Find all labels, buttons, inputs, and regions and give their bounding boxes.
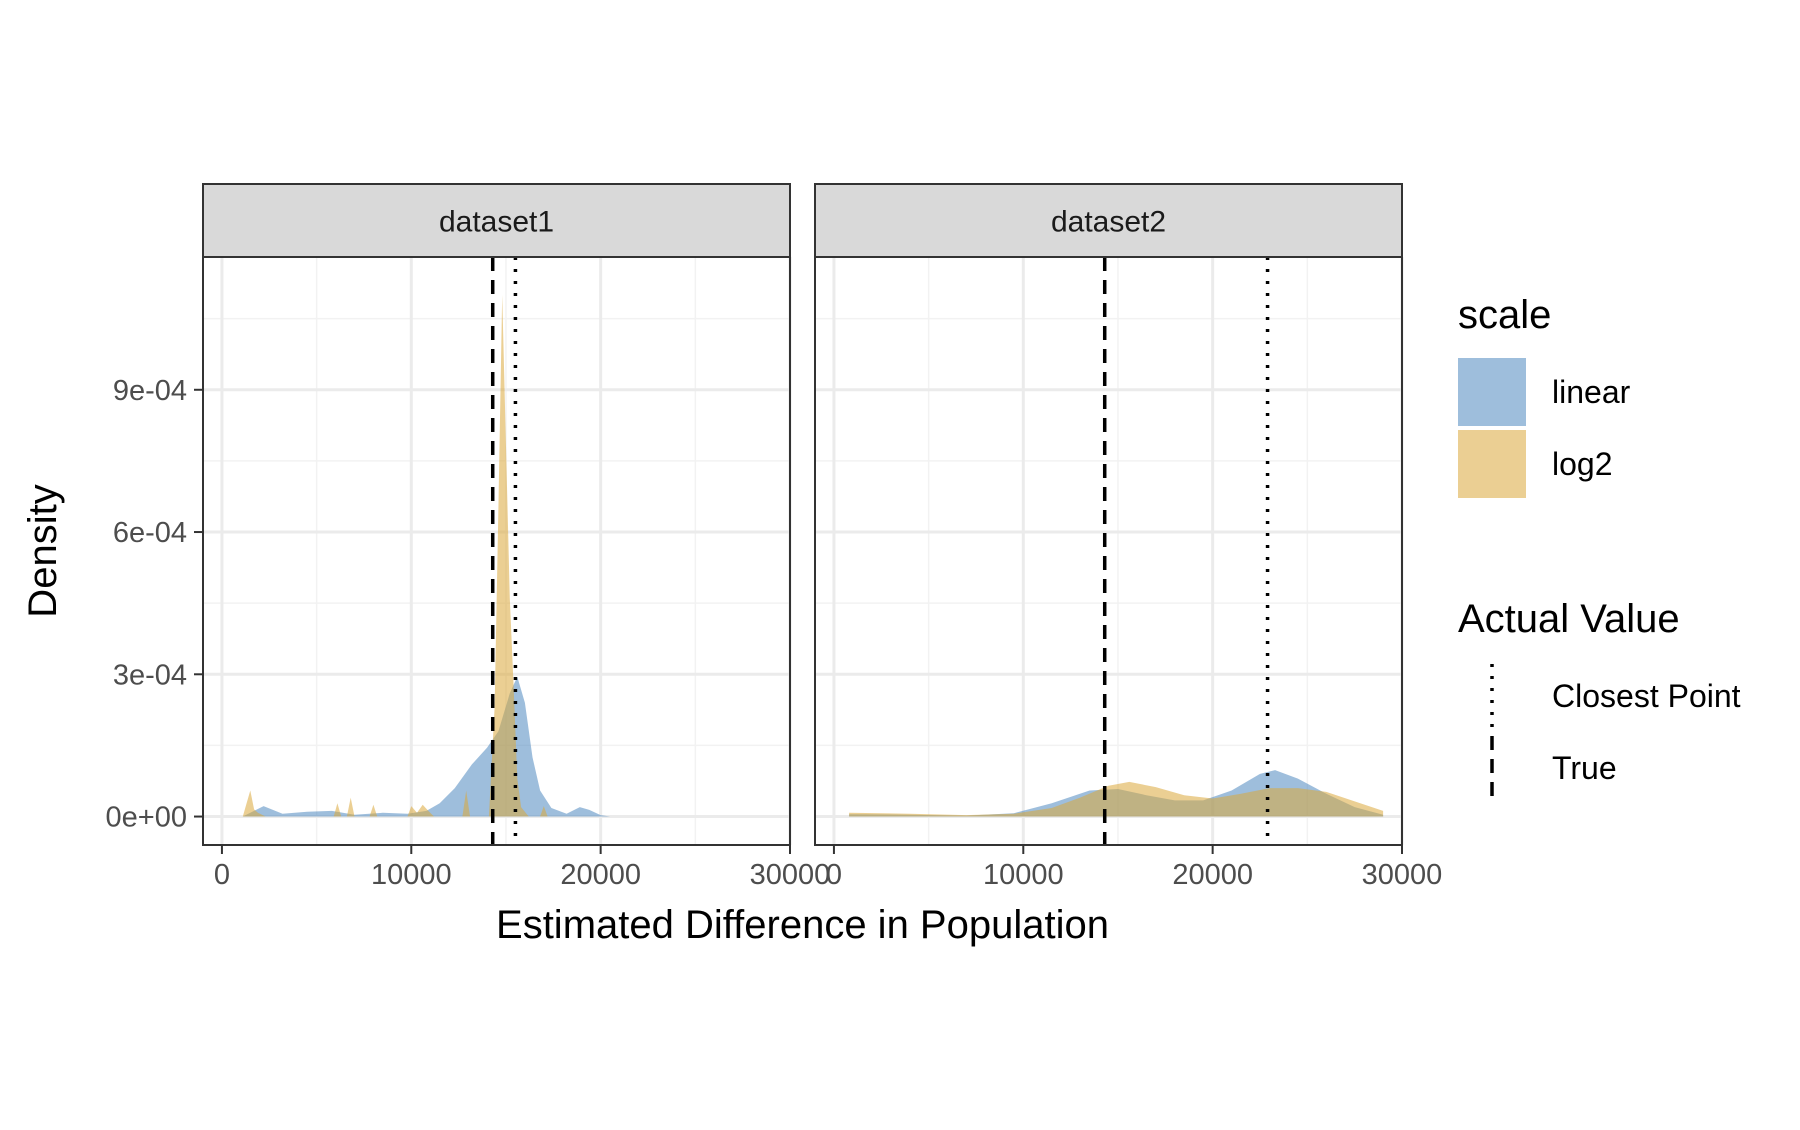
legend-label-true: True [1552, 750, 1617, 786]
y-tick-label: 9e-04 [113, 375, 187, 407]
legend-label-closest-point: Closest Point [1552, 678, 1741, 714]
y-tick-label: 6e-04 [113, 517, 187, 549]
panel-dataset2: dataset2 0 10000 20000 30000 [814, 183, 1443, 891]
panel-border [814, 256, 1403, 846]
legend-key-log2 [1458, 430, 1526, 498]
legend-label-log2: log2 [1552, 446, 1613, 482]
x-tick-label: 20000 [560, 859, 641, 891]
x-tick-label: 0 [826, 859, 842, 891]
y-tick-label: 0e+00 [106, 802, 187, 834]
x-tick-label: 30000 [750, 859, 831, 891]
x-tick-label: 10000 [983, 859, 1064, 891]
legend-title-scale: scale [1458, 293, 1551, 337]
panel-dataset1: dataset1 0 10000 20000 30000 0e+00 3e-04 6e-04 9… [106, 183, 831, 891]
y-tick-label: 3e-04 [113, 659, 187, 691]
x-tick-label: 0 [214, 859, 230, 891]
panel-background [815, 257, 1402, 845]
facet-strip [202, 183, 791, 258]
x-tick-label: 10000 [371, 859, 452, 891]
legend-label-linear: linear [1552, 374, 1631, 410]
legend-key-linear [1458, 358, 1526, 426]
facet-strip-label: dataset1 [439, 206, 554, 239]
density-area-log2 [849, 781, 1384, 817]
facet-strip-label: dataset2 [1051, 206, 1166, 239]
panel-border [202, 256, 791, 846]
x-tick-label: 30000 [1362, 859, 1443, 891]
x-tick-label: 20000 [1172, 859, 1253, 891]
y-axis-title: Density [21, 484, 65, 617]
legend: scale linear log2 Actual Value Closest Point… [1458, 293, 1741, 800]
density-area-linear [242, 676, 611, 817]
legend-title-actual-value: Actual Value [1458, 597, 1680, 641]
facet-strip [814, 183, 1403, 258]
x-axis-title: Estimated Difference in Population [496, 903, 1109, 947]
